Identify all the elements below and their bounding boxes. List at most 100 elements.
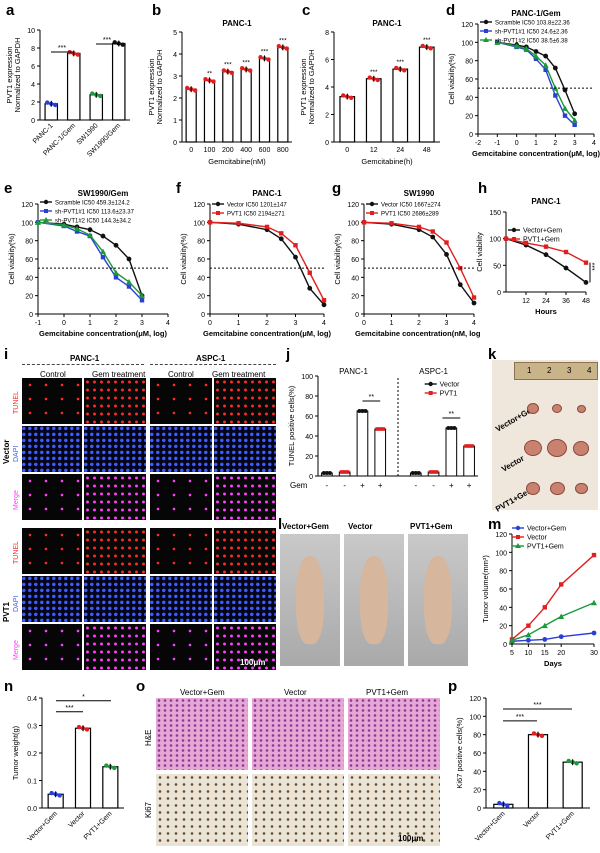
data-point [375, 77, 380, 83]
data-point [90, 91, 95, 96]
panel-i-grid: PANC-1 ASPC-1 Control Gem treatment Cont… [0, 346, 284, 676]
data-point [76, 724, 82, 730]
y-tick-label: 2 [173, 96, 177, 103]
y-tick-label: 80 [197, 239, 205, 246]
x-tick-label: 200 [222, 147, 234, 154]
data-point [307, 270, 312, 275]
x-tick-label: 0 [189, 147, 193, 154]
data-point [539, 733, 545, 739]
y-axis-label: PVT1 expression [148, 58, 156, 115]
fluorescence-tile [214, 528, 276, 574]
data-point [452, 426, 457, 430]
legend-marker [483, 19, 489, 25]
data-point [591, 552, 597, 558]
data-point [410, 471, 415, 475]
data-point [553, 93, 558, 98]
legend-marker [428, 391, 433, 395]
data-point [430, 234, 436, 240]
legend-marker [511, 227, 517, 233]
x-tick-label: 36 [562, 298, 570, 305]
y-tick-label: 20 [25, 294, 33, 301]
gem-sign: + [378, 481, 383, 490]
he-tile [252, 698, 344, 770]
data-point [112, 40, 117, 45]
x-tick-label: 15 [541, 650, 549, 657]
l-col-2: Vector [348, 522, 373, 531]
sig-label: *** [58, 45, 66, 52]
data-point [562, 105, 568, 111]
x-tick-label: -2 [475, 140, 481, 147]
x-tick-label: 0 [208, 320, 212, 327]
y-tick-label: 40 [305, 434, 313, 441]
sig-label: *** [279, 37, 287, 44]
legend-label: Vector [440, 382, 461, 389]
gem-sign: - [343, 481, 346, 490]
data-point [513, 43, 520, 49]
legend-label: Vector+Gem [527, 526, 566, 533]
gem-sign: - [326, 481, 329, 490]
data-point [98, 93, 103, 99]
i-group-line-1 [22, 364, 144, 365]
data-point [446, 426, 451, 430]
x-tick-label: 3 [445, 320, 449, 327]
y-tick-label: 0 [497, 290, 501, 297]
i-col-1: Control [40, 370, 66, 379]
data-point [74, 229, 80, 234]
data-point [126, 284, 132, 289]
data-point [444, 240, 449, 245]
y-tick-label: 20 [473, 788, 481, 795]
data-point [464, 444, 468, 448]
y-tick-label: 0 [355, 312, 359, 319]
bar [222, 70, 234, 143]
x-tick-label: Vector [67, 810, 86, 829]
data-point [542, 637, 548, 642]
chart-title: SW1990/Gem [78, 189, 129, 198]
tumor-sample [573, 441, 589, 456]
sig-label: *** [65, 705, 73, 712]
sig-label: *** [423, 37, 431, 44]
fluorescence-tile [84, 474, 146, 520]
data-point [526, 623, 531, 628]
x-tick-label: 4 [322, 320, 326, 327]
y-axis-label: Normalized to GAPDH [155, 49, 164, 124]
data-point [494, 39, 501, 45]
y-axis-label: Cell viability(%) [179, 233, 188, 285]
data-point [61, 222, 67, 228]
y-tick-label: 100 [301, 374, 313, 381]
tumor-sample [526, 482, 540, 495]
x-tick-label: 1 [534, 140, 538, 147]
gem-sign: - [432, 481, 435, 490]
i-col-2: Gem treatment [92, 370, 146, 379]
data-point [293, 254, 298, 260]
y-tick-label: 60 [197, 257, 205, 264]
y-tick-label: 8 [325, 30, 329, 37]
data-point [112, 765, 117, 771]
data-point [75, 52, 80, 57]
fluorescence-tile [84, 378, 146, 424]
data-point [45, 100, 50, 105]
tumor-sample [527, 403, 539, 414]
y-axis-label: Cell viability(%) [7, 233, 16, 285]
panel-label-b: b [152, 2, 162, 19]
x-tick-label: 3 [140, 320, 144, 327]
data-point [239, 66, 245, 71]
ruler-mark-3: 3 [567, 366, 572, 375]
data-point [53, 102, 58, 108]
data-point [375, 427, 380, 431]
data-point [505, 803, 510, 808]
data-point [321, 302, 327, 308]
y-tick-label: 80 [465, 59, 473, 66]
mouse-photo [280, 534, 340, 666]
data-point [543, 67, 548, 73]
y-tick-label: 4 [173, 52, 177, 59]
bar [463, 445, 475, 477]
legend-marker [370, 211, 374, 215]
fluorescence-tile [22, 426, 82, 472]
panel-label-f: f [176, 180, 181, 197]
fluorescence-tile [22, 576, 82, 622]
x-axis-label: Gemcitabine concentration(nM, log) [355, 329, 480, 338]
chart-f: 0 20 40 60 80 100 120 Cell viability(%) 0 1 2 3 4 PAN… [179, 189, 331, 338]
chart-p: 0 20 40 60 80 100 120 Ki67 positive cells(%) Vec… [455, 696, 590, 843]
fluorescence-tile [84, 426, 146, 472]
series-line [209, 221, 325, 306]
